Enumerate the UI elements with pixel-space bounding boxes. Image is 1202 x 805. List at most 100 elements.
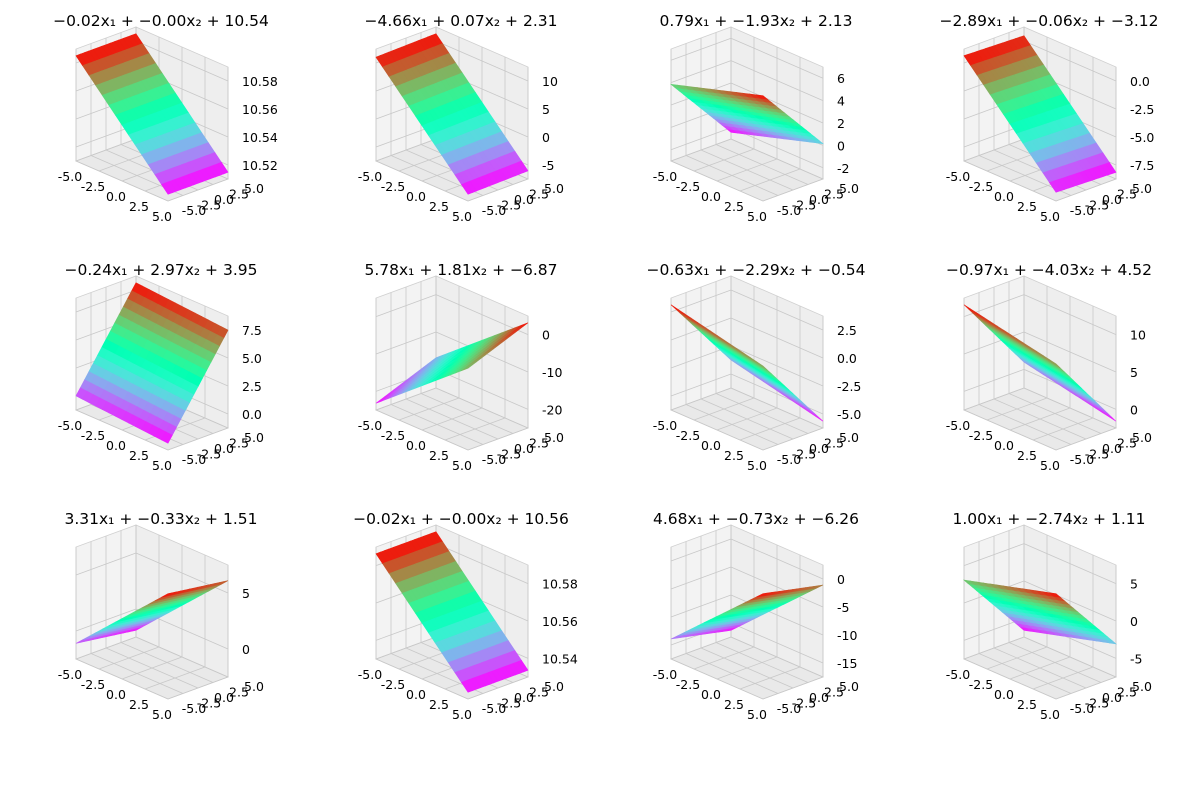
y-tick-label: -2.5 xyxy=(497,447,521,462)
x-tick-label: 2.5 xyxy=(724,199,744,214)
y-tick-label: 0.0 xyxy=(809,192,829,207)
y-tick-label: 5.0 xyxy=(1132,430,1152,445)
subplot-title: 0.79x₁ + −1.93x₂ + 2.13 xyxy=(660,12,853,30)
z-tick-label: 2.5 xyxy=(837,323,857,338)
surface-patch xyxy=(161,592,173,598)
x-tick-label: -2.5 xyxy=(676,179,700,194)
x-tick-label: 2.5 xyxy=(429,448,449,463)
surface-patch xyxy=(756,361,768,371)
y-tick-label: 5.0 xyxy=(544,430,564,445)
y-tick-label: -2.5 xyxy=(792,447,816,462)
x-tick-label: 5.0 xyxy=(1040,458,1060,473)
subplot-7: -5.0-2.50.02.55.0 -5.0-2.50.02.55.0-5.0-2… xyxy=(647,261,866,473)
surface-patch xyxy=(161,431,173,444)
y-tick-label: -2.5 xyxy=(197,198,221,213)
y-tick-label: 0.0 xyxy=(214,690,234,705)
y-tick-label: -2.5 xyxy=(792,696,816,711)
z-tick-label: 0.0 xyxy=(837,351,857,366)
grid-line xyxy=(1023,331,1117,373)
z-tick-label: 10.52 xyxy=(242,158,278,173)
surface xyxy=(669,83,825,145)
subplot-title: 4.68x₁ + −0.73x₂ + −6.26 xyxy=(653,510,859,528)
x-tick-label: 5.0 xyxy=(452,707,472,722)
subplot-1: -5.0-2.50.02.55.0 -5.0-2.50.02.55.010.521… xyxy=(53,12,278,224)
grid-line xyxy=(762,178,824,202)
x-tick-label: -5.0 xyxy=(58,667,82,682)
grid-line xyxy=(435,543,529,585)
subplot-title: 5.78x₁ + 1.81x₂ + −6.87 xyxy=(365,261,558,279)
y-tick-label: 2.5 xyxy=(824,187,844,202)
y-tick-label: -2.5 xyxy=(1085,447,1109,462)
y-tick-label: 5.0 xyxy=(544,679,564,694)
x-tick-label: 5.0 xyxy=(1040,209,1060,224)
grid-line xyxy=(670,127,732,151)
x-tick-label: 0.0 xyxy=(106,687,126,702)
x-tick-label: -2.5 xyxy=(381,179,405,194)
y-tick-label: 0.0 xyxy=(514,690,534,705)
z-tick-label: 10.58 xyxy=(542,577,578,592)
grid-line xyxy=(1023,387,1117,429)
grid-line xyxy=(467,676,529,700)
grid-line xyxy=(670,60,732,83)
x-tick-label: 2.5 xyxy=(1017,697,1037,712)
grid-line xyxy=(670,37,732,61)
y-tick-label: 2.5 xyxy=(824,436,844,451)
subplot-6: -5.0-2.50.02.55.0 -5.0-2.50.02.55.0-20-10… xyxy=(358,261,564,473)
grid-line xyxy=(467,178,529,202)
y-tick-label: 2.5 xyxy=(529,187,549,202)
z-tick-label: -2.5 xyxy=(1130,102,1154,117)
y-tick-label: -2.5 xyxy=(792,198,816,213)
y-tick-label: 0.0 xyxy=(514,192,534,207)
x-tick-label: 5.0 xyxy=(747,707,767,722)
grid-line xyxy=(135,40,229,82)
subplot-3: -5.0-2.50.02.55.0 -5.0-2.50.02.55.0-20246… xyxy=(653,12,859,224)
grid-line xyxy=(375,331,437,355)
x-tick-label: 0.0 xyxy=(406,438,426,453)
grid-line xyxy=(1023,294,1117,336)
y-tick-label: 0.0 xyxy=(214,441,234,456)
surface xyxy=(75,33,229,195)
y-tick-label: 5.0 xyxy=(544,181,564,196)
grid-line xyxy=(715,393,809,434)
z-tick-label: -7.5 xyxy=(1130,158,1154,173)
grid-line xyxy=(963,543,1025,567)
x-tick-label: -2.5 xyxy=(81,428,105,443)
surface-patch xyxy=(1049,359,1061,369)
y-tick-label: 5.0 xyxy=(839,679,859,694)
x-tick-label: 0.0 xyxy=(106,438,126,453)
z-tick-label: 0.0 xyxy=(1130,74,1150,89)
grid-line xyxy=(739,417,801,441)
y-tick-label: 2.5 xyxy=(229,187,249,202)
grid-line xyxy=(144,666,206,690)
y-tick-label: 0.0 xyxy=(214,192,234,207)
x-tick-label: -2.5 xyxy=(381,428,405,443)
x-tick-label: 2.5 xyxy=(1017,448,1037,463)
subplot-title: −0.97x₁ + −4.03x₂ + 4.52 xyxy=(946,261,1152,279)
grid-line xyxy=(120,642,214,683)
z-tick-label: 5 xyxy=(242,586,250,601)
grid-line xyxy=(715,144,809,185)
surface xyxy=(375,531,529,693)
x-tick-label: 5.0 xyxy=(1040,707,1060,722)
x-tick-label: 0.0 xyxy=(701,438,721,453)
subplot-11: -5.0-2.50.02.55.0 -5.0-2.50.02.55.0-15-10… xyxy=(653,510,859,722)
grid-line xyxy=(730,636,824,678)
grid-line xyxy=(670,373,732,397)
z-tick-label: 10 xyxy=(542,74,558,89)
x-tick-label: -5.0 xyxy=(358,169,382,184)
grid-line xyxy=(730,387,824,429)
z-tick-label: -5.0 xyxy=(1130,130,1154,145)
z-tick-label: -5 xyxy=(837,600,849,615)
subplot-title: −4.66x₁ + 0.07x₂ + 2.31 xyxy=(365,12,558,30)
surface xyxy=(670,584,824,640)
surface-patch xyxy=(755,94,769,100)
x-tick-label: 5.0 xyxy=(152,707,172,722)
subplot-9: -5.0-2.50.02.55.0 -5.0-2.50.02.55.0053.31… xyxy=(58,510,264,722)
z-tick-label: -5 xyxy=(542,158,554,173)
z-tick-label: 0 xyxy=(1130,614,1138,629)
y-tick-label: 2.5 xyxy=(529,685,549,700)
x-tick-label: -5.0 xyxy=(358,418,382,433)
grid-line xyxy=(993,647,1087,689)
grid-line xyxy=(1032,417,1094,441)
